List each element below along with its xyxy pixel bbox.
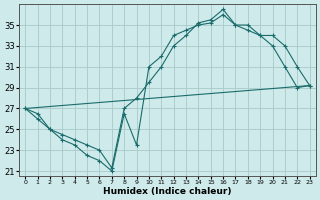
X-axis label: Humidex (Indice chaleur): Humidex (Indice chaleur) (103, 187, 232, 196)
